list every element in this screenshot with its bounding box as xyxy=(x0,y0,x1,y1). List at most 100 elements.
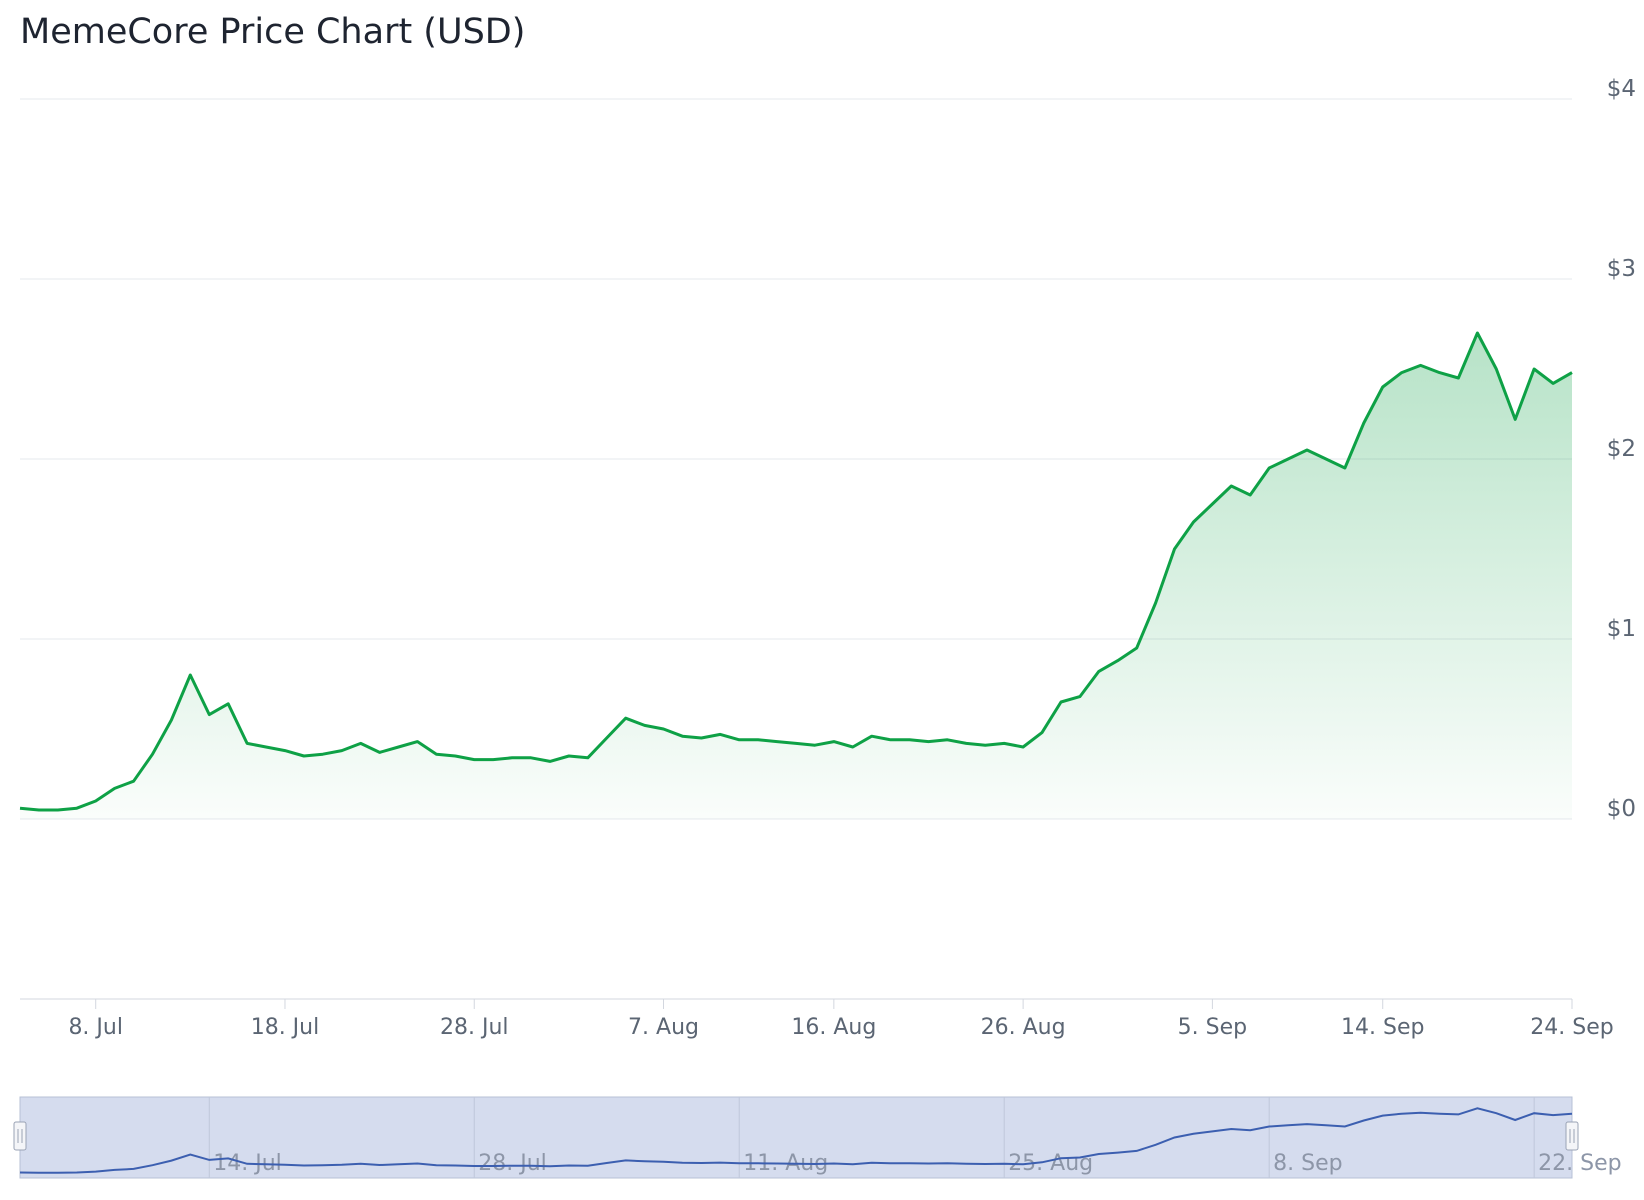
data-point[interactable] xyxy=(1396,367,1408,379)
y-tick-label: $1 xyxy=(1607,616,1636,642)
data-point[interactable] xyxy=(317,748,329,760)
data-point[interactable] xyxy=(695,732,707,744)
data-point[interactable] xyxy=(525,752,537,764)
data-point[interactable] xyxy=(790,737,802,749)
data-point[interactable] xyxy=(71,802,83,814)
x-tick-label: 16. Aug xyxy=(791,1015,876,1040)
navigator[interactable]: 14. Jul 28. Jul 11. Aug 25. Aug 8. Sep 22. Se… xyxy=(13,1096,1622,1179)
data-point[interactable] xyxy=(241,737,253,749)
data-point[interactable] xyxy=(1566,367,1578,379)
data-point[interactable] xyxy=(828,736,840,748)
data-point[interactable] xyxy=(1358,417,1370,429)
data-point[interactable] xyxy=(1528,363,1540,375)
data-point[interactable] xyxy=(1434,367,1446,379)
data-point[interactable] xyxy=(676,730,688,742)
data-point[interactable] xyxy=(1415,359,1427,371)
data-point[interactable] xyxy=(393,741,405,753)
data-point[interactable] xyxy=(203,709,215,721)
data-point[interactable] xyxy=(1017,741,1029,753)
data-point[interactable] xyxy=(771,736,783,748)
data-point[interactable] xyxy=(411,736,423,748)
data-point[interactable] xyxy=(1169,543,1181,555)
data-point[interactable] xyxy=(336,745,348,757)
data-point[interactable] xyxy=(544,755,556,767)
data-point[interactable] xyxy=(184,669,196,681)
data-point[interactable] xyxy=(165,714,177,726)
y-tick-label: $2 xyxy=(1607,436,1636,462)
data-point[interactable] xyxy=(468,754,480,766)
data-point[interactable] xyxy=(1471,327,1483,339)
data-point[interactable] xyxy=(487,754,499,766)
data-point[interactable] xyxy=(941,734,953,746)
data-point[interactable] xyxy=(752,734,764,746)
data-point[interactable] xyxy=(90,795,102,807)
data-point[interactable] xyxy=(33,804,45,816)
data-point[interactable] xyxy=(14,802,26,814)
y-tick-label: $4 xyxy=(1607,76,1636,102)
data-point[interactable] xyxy=(733,734,745,746)
data-point[interactable] xyxy=(1074,691,1086,703)
data-point[interactable] xyxy=(222,698,234,710)
data-point[interactable] xyxy=(430,748,442,760)
x-tick-label: 7. Aug xyxy=(628,1015,699,1040)
x-tick-label: 24. Sep xyxy=(1530,1015,1613,1040)
data-point[interactable] xyxy=(506,752,518,764)
data-point[interactable] xyxy=(922,736,934,748)
x-tick-label: 28. Jul xyxy=(440,1015,509,1040)
data-point[interactable] xyxy=(260,741,272,753)
data-point[interactable] xyxy=(582,752,594,764)
data-point[interactable] xyxy=(1244,489,1256,501)
data-point[interactable] xyxy=(1452,372,1464,384)
data-point[interactable] xyxy=(374,746,386,758)
data-point[interactable] xyxy=(1377,381,1389,393)
data-point[interactable] xyxy=(1263,462,1275,474)
data-point[interactable] xyxy=(1490,363,1502,375)
data-point[interactable] xyxy=(1093,665,1105,677)
data-point[interactable] xyxy=(979,739,991,751)
data-point[interactable] xyxy=(1339,462,1351,474)
data-point[interactable] xyxy=(1187,516,1199,528)
data-point[interactable] xyxy=(1150,597,1162,609)
data-point[interactable] xyxy=(1112,655,1124,667)
data-point[interactable] xyxy=(563,750,575,762)
navigator-left-handle[interactable] xyxy=(13,1121,27,1151)
data-point[interactable] xyxy=(1131,642,1143,654)
data-point[interactable] xyxy=(52,804,64,816)
data-point[interactable] xyxy=(1055,696,1067,708)
price-area xyxy=(20,333,1572,819)
price-line xyxy=(19,331,1573,812)
data-point[interactable] xyxy=(847,741,859,753)
data-point[interactable] xyxy=(1282,453,1294,465)
data-point[interactable] xyxy=(639,719,651,731)
data-point[interactable] xyxy=(1036,727,1048,739)
data-point[interactable] xyxy=(1547,377,1559,389)
data-point[interactable] xyxy=(960,737,972,749)
data-point[interactable] xyxy=(355,737,367,749)
data-point[interactable] xyxy=(658,723,670,735)
data-point[interactable] xyxy=(904,734,916,746)
data-point[interactable] xyxy=(146,748,158,760)
data-point[interactable] xyxy=(866,730,878,742)
data-point[interactable] xyxy=(1206,498,1218,510)
data-point[interactable] xyxy=(998,737,1010,749)
data-point[interactable] xyxy=(279,745,291,757)
data-point[interactable] xyxy=(109,782,121,794)
x-tick-label: 8. Jul xyxy=(68,1015,123,1040)
data-point[interactable] xyxy=(809,739,821,751)
data-point[interactable] xyxy=(1301,444,1313,456)
data-point[interactable] xyxy=(714,728,726,740)
data-point[interactable] xyxy=(1509,413,1521,425)
data-point[interactable] xyxy=(1320,453,1332,465)
navigator-right-handle[interactable] xyxy=(1565,1121,1579,1151)
x-tick-label: 26. Aug xyxy=(981,1015,1066,1040)
data-point[interactable] xyxy=(298,750,310,762)
data-point[interactable] xyxy=(601,732,613,744)
data-point[interactable] xyxy=(1225,480,1237,492)
data-point[interactable] xyxy=(128,775,140,787)
data-point[interactable] xyxy=(620,712,632,724)
navigator-ticks: 14. Jul 28. Jul 11. Aug 25. Aug 8. Sep 22. Se… xyxy=(208,1097,1622,1178)
data-point[interactable] xyxy=(885,734,897,746)
data-point[interactable] xyxy=(449,750,461,762)
chart-title: MemeCore Price Chart (USD) xyxy=(20,12,526,52)
